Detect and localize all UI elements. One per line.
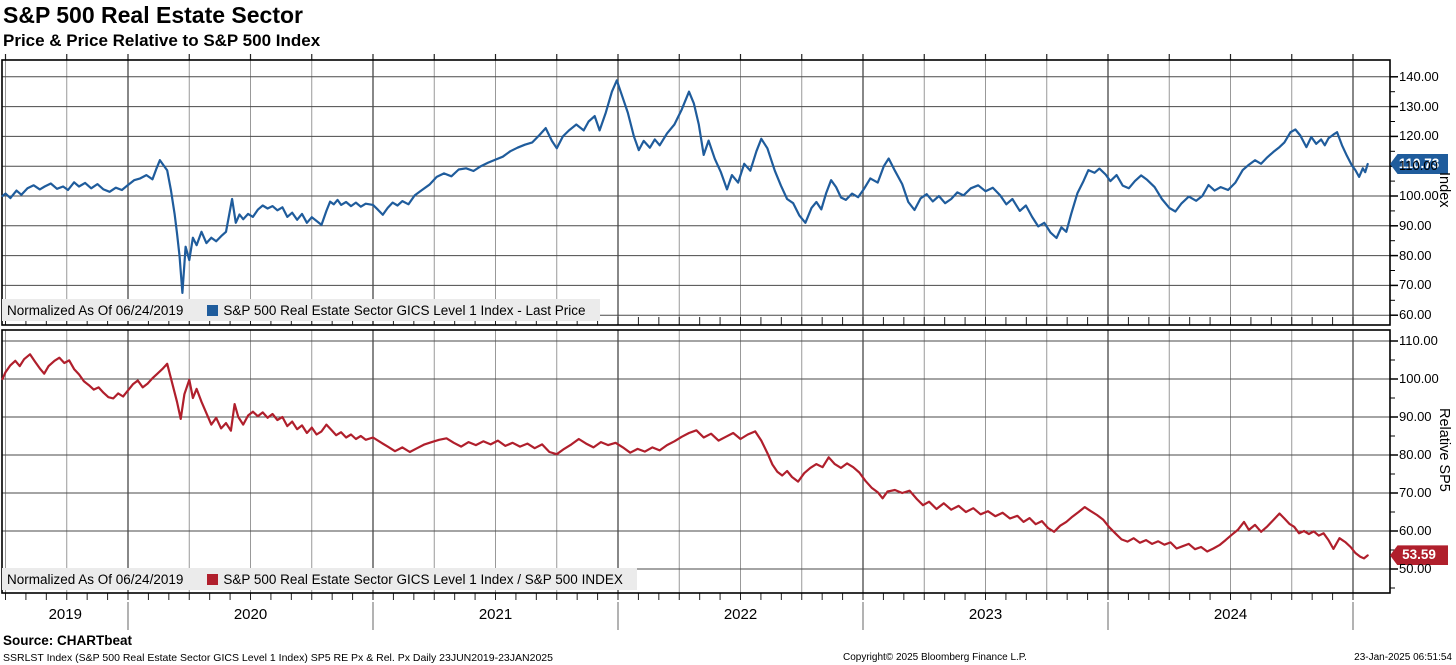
- gridlines: [2, 60, 1390, 593]
- price-line: [1, 79, 1369, 294]
- page-subtitle: Price & Price Relative to S&P 500 Index: [3, 31, 321, 50]
- page-title: S&P 500 Real Estate Sector: [3, 2, 304, 28]
- axes: [1, 54, 1398, 630]
- series-lines: [1, 79, 1369, 560]
- relative-line: [1, 353, 1369, 560]
